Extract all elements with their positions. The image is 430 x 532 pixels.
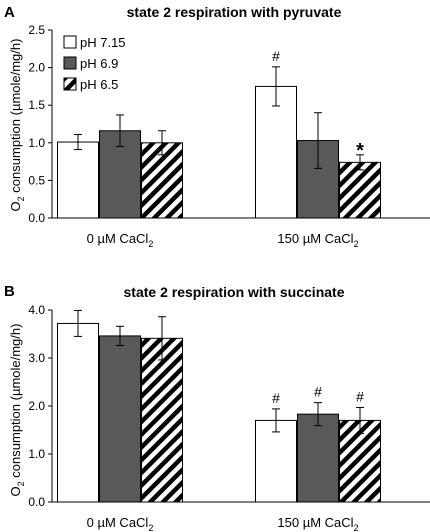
bar	[141, 142, 183, 219]
y-tick-label: 0.0	[28, 495, 45, 509]
bar	[57, 141, 99, 219]
y-tick-label: 2.0	[28, 399, 45, 413]
legend-label: pH 7.15	[80, 35, 126, 50]
y-tick-label: 3.0	[28, 351, 45, 365]
y-tick-label: 2.0	[28, 61, 45, 75]
significance-marker: #	[356, 388, 364, 404]
y-tick-label: 0.0	[28, 211, 45, 225]
y-tick-label: 1.0	[28, 447, 45, 461]
chart-title: state 2 respiration with pyruvate	[127, 4, 342, 20]
panel-letter: B	[4, 283, 15, 300]
legend: pH 7.15 pH 6.9 pH 6.5	[63, 35, 126, 92]
significance-marker: #	[272, 48, 280, 64]
x-tick-label: 150 µM CaCl2	[277, 515, 358, 532]
panel-letter: A	[4, 4, 15, 21]
bar	[57, 322, 99, 503]
y-tick-label: 1.0	[28, 136, 45, 150]
panel-b: B state 2 respiration with succinate O2 …	[4, 283, 430, 532]
legend-swatch	[63, 35, 77, 49]
legend-label: pH 6.9	[80, 56, 118, 71]
bar	[339, 161, 381, 219]
significance-marker: #	[272, 390, 280, 406]
panel-a: A state 2 respiration with pyruvate O2 c…	[4, 4, 430, 249]
y-tick-label: 4.0	[28, 303, 45, 317]
bar	[255, 419, 297, 503]
x-tick-label: 150 µM CaCl2	[277, 231, 358, 249]
legend-label: pH 6.5	[80, 77, 118, 92]
significance-marker: #	[314, 384, 322, 400]
bar	[141, 337, 183, 503]
x-tick-label: 0 µM CaCl2	[87, 515, 154, 532]
bar	[339, 419, 381, 503]
significance-marker: *	[356, 140, 364, 162]
y-tick-label: 2.5	[28, 23, 45, 37]
bar	[99, 335, 141, 503]
y-tick-label: 0.5	[28, 173, 45, 187]
y-axis-label: O2 consumption (µmole/mg/h)	[8, 39, 26, 212]
y-axis-label: O2 consumption (µmole/mg/h)	[8, 324, 26, 497]
bar	[255, 85, 297, 219]
bar	[297, 413, 339, 503]
chart-title: state 2 respiration with succinate	[124, 284, 345, 300]
y-tick-label: 1.5	[28, 98, 45, 112]
legend-swatch	[63, 56, 77, 70]
legend-swatch	[63, 77, 77, 91]
x-tick-label: 0 µM CaCl2	[87, 231, 154, 249]
